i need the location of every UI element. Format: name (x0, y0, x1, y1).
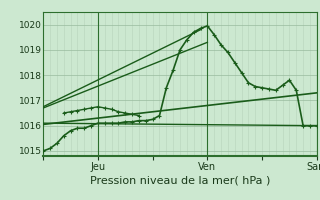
X-axis label: Pression niveau de la mer( hPa ): Pression niveau de la mer( hPa ) (90, 176, 270, 186)
